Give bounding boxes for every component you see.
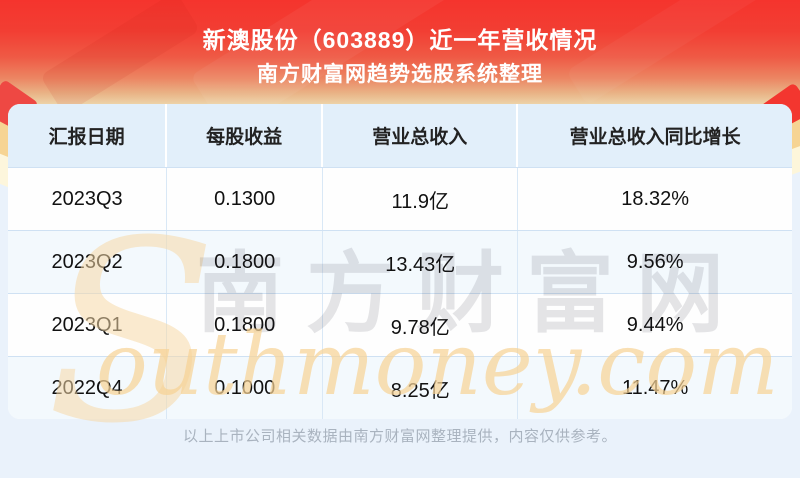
column-header-total-revenue: 营业总收入 (323, 104, 519, 167)
column-header-eps: 每股收益 (167, 104, 324, 167)
cell-report-date: 2023Q3 (8, 168, 168, 230)
cell-total-revenue: 9.78亿 (323, 294, 519, 356)
cell-total-revenue: 13.43亿 (323, 231, 519, 293)
column-header-report-date: 汇报日期 (8, 104, 168, 167)
cell-eps: 0.1300 (167, 168, 324, 230)
page-title: 新澳股份（603889）近一年营收情况 (202, 27, 598, 53)
cell-report-date: 2022Q4 (8, 357, 168, 419)
cell-total-revenue: 11.9亿 (323, 168, 519, 230)
cell-yoy-growth: 9.56% (626, 250, 684, 273)
cell-total-revenue: 8.25亿 (323, 357, 519, 419)
header-banner: 新澳股份（603889）近一年营收情况 南方财富网趋势选股系统整理 (0, 0, 800, 136)
table-row: 2023Q1 0.1800 9.78亿 9.44% (8, 293, 792, 356)
cell-yoy-growth: 9.44% (626, 313, 684, 336)
cell-yoy-growth: 18.32% (621, 187, 690, 210)
table-row: 2022Q4 0.1000 8.25亿 11.47% (8, 356, 792, 419)
cell-eps: 0.1000 (167, 357, 324, 419)
table-header-row: 汇报日期 每股收益 营业总收入 营业总收入同比增长 (8, 104, 792, 167)
table-row: 2023Q2 0.1800 13.43亿 9.56% (8, 230, 792, 293)
cell-eps: 0.1800 (167, 231, 324, 293)
table-row: 2023Q3 0.1300 11.9亿 18.32% (8, 167, 792, 230)
cell-report-date: 2023Q1 (8, 294, 168, 356)
column-header-yoy-growth: 营业总收入同比增长 (569, 127, 741, 148)
cell-report-date: 2023Q2 (8, 231, 168, 293)
cell-eps: 0.1800 (167, 294, 324, 356)
page-subtitle: 南方财富网趋势选股系统整理 (257, 63, 543, 86)
revenue-table: 汇报日期 每股收益 营业总收入 营业总收入同比增长 2023Q3 0.1300 … (8, 104, 792, 419)
cell-yoy-growth: 11.47% (621, 376, 689, 399)
footer-disclaimer: 以上上市公司相关数据由南方财富网整理提供，内容仅供参考。 (182, 428, 617, 445)
